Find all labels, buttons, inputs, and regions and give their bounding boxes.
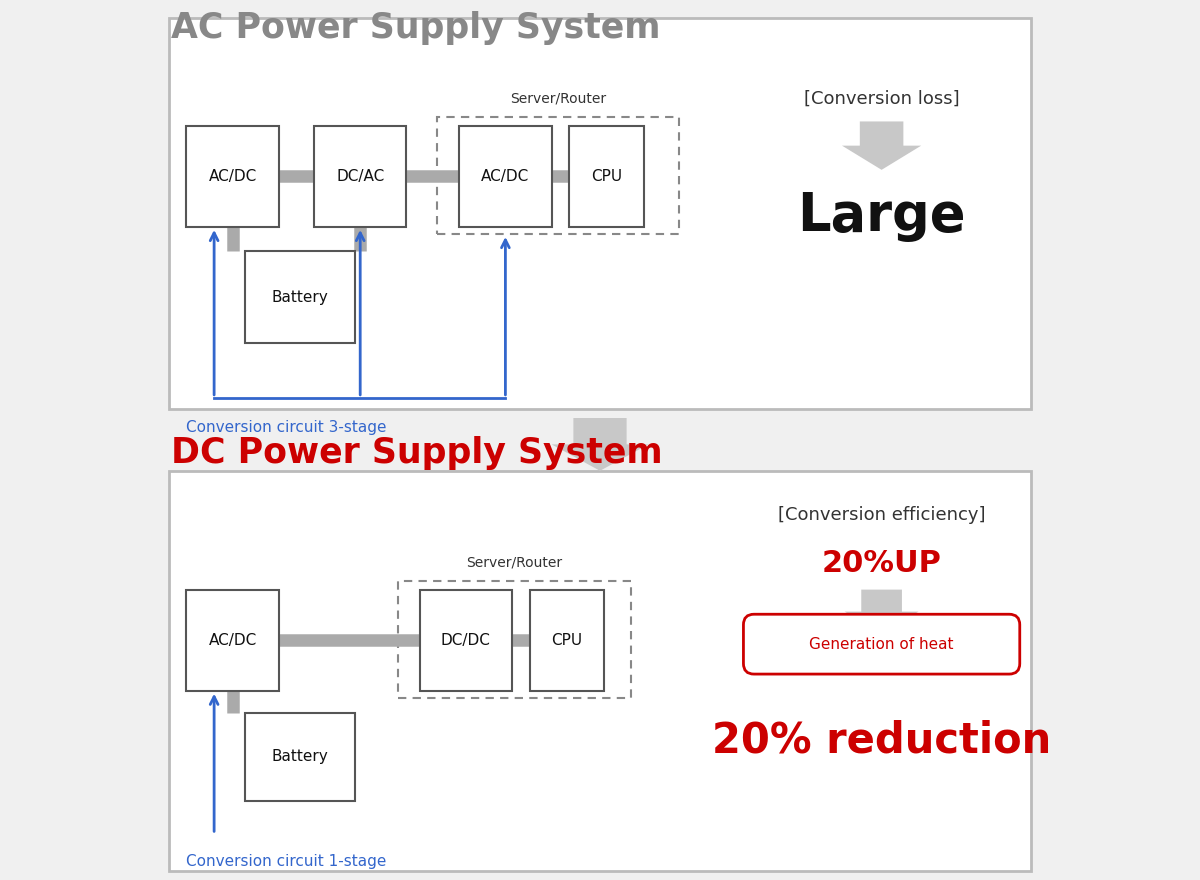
Bar	[245, 713, 355, 801]
Bar	[169, 471, 1031, 871]
Text: Conversion circuit 1-stage: Conversion circuit 1-stage	[186, 854, 386, 869]
Text: 20% reduction: 20% reduction	[712, 720, 1051, 762]
Text: Generation of heat: Generation of heat	[809, 636, 954, 652]
Text: [Conversion efficiency]: [Conversion efficiency]	[778, 506, 985, 524]
Bar	[186, 126, 278, 227]
Text: CPU: CPU	[592, 169, 622, 184]
Bar	[397, 581, 631, 698]
Bar	[529, 590, 605, 691]
Polygon shape	[552, 418, 648, 471]
Text: Battery: Battery	[272, 749, 329, 765]
FancyBboxPatch shape	[744, 614, 1020, 674]
Bar	[169, 18, 1031, 409]
Bar	[420, 590, 512, 691]
Text: 20%UP: 20%UP	[822, 549, 942, 577]
Polygon shape	[842, 121, 922, 170]
Bar	[569, 126, 644, 227]
Text: Server/Router: Server/Router	[510, 92, 606, 106]
Bar	[245, 251, 355, 343]
Text: Server/Router: Server/Router	[466, 555, 563, 569]
Polygon shape	[845, 590, 918, 634]
Bar	[314, 126, 407, 227]
Bar	[460, 126, 552, 227]
Text: DC/AC: DC/AC	[336, 169, 384, 184]
Text: DC/DC: DC/DC	[440, 633, 491, 648]
Text: Large: Large	[797, 189, 966, 242]
Text: CPU: CPU	[552, 633, 582, 648]
Text: AC Power Supply System: AC Power Supply System	[170, 11, 660, 45]
Text: Battery: Battery	[272, 290, 329, 304]
Text: AC/DC: AC/DC	[481, 169, 529, 184]
Text: [Conversion loss]: [Conversion loss]	[804, 90, 960, 107]
Bar	[186, 590, 278, 691]
Text: AC/DC: AC/DC	[209, 633, 257, 648]
Text: AC/DC: AC/DC	[209, 169, 257, 184]
Text: Conversion circuit 3-stage: Conversion circuit 3-stage	[186, 420, 386, 435]
Bar	[437, 117, 679, 234]
Text: DC Power Supply System: DC Power Supply System	[170, 436, 662, 470]
